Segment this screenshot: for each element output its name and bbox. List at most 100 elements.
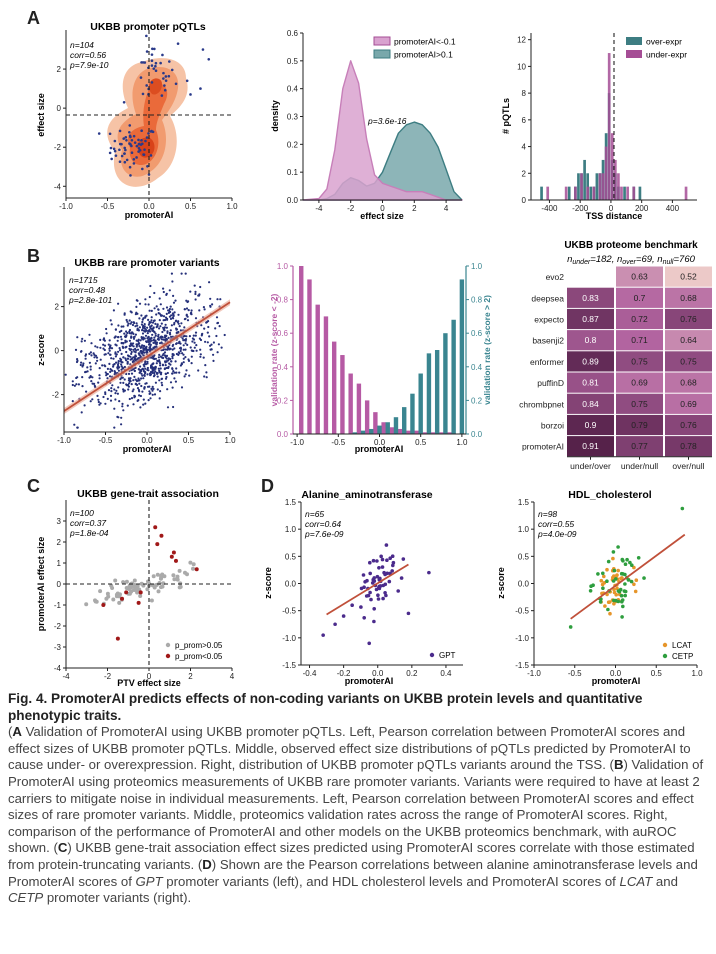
gpt-point xyxy=(371,558,376,563)
variant-point xyxy=(146,373,149,376)
gene-point-ns xyxy=(117,600,122,605)
variant-point xyxy=(183,308,186,311)
variant-point xyxy=(162,338,165,341)
gene-point-ns xyxy=(121,580,126,585)
variant-point xyxy=(88,376,91,379)
y-tick-label: 0.5 xyxy=(518,552,530,561)
y-tick-label: 1.5 xyxy=(285,498,297,507)
lcat-point xyxy=(611,556,615,561)
variant-point xyxy=(107,352,110,355)
variant-point xyxy=(190,355,193,358)
variant-point xyxy=(193,341,196,344)
variant-point xyxy=(74,348,78,351)
y-tick-label: -1.0 xyxy=(515,634,529,643)
variant-point xyxy=(175,371,178,374)
variant-point xyxy=(215,316,219,319)
variant-point xyxy=(92,352,95,355)
variant-point xyxy=(140,372,143,375)
cetp-point xyxy=(616,545,620,549)
y-tick-label: 0.1 xyxy=(287,168,299,177)
pqtl-point xyxy=(113,139,117,143)
variant-point xyxy=(147,399,150,402)
pqtl-point xyxy=(137,146,141,150)
benchmark-cell-value: 0.68 xyxy=(680,293,697,303)
chart-b1-xlabel: promoterAI xyxy=(123,444,172,454)
variant-point xyxy=(212,359,215,362)
pqtl-point xyxy=(164,75,168,78)
variant-point xyxy=(119,349,122,352)
pqtl-point xyxy=(185,79,189,83)
pqtl-point xyxy=(160,94,164,97)
cetp-point xyxy=(616,599,621,604)
variant-point xyxy=(116,392,119,395)
variant-point xyxy=(184,373,187,376)
pqtl-point xyxy=(113,149,117,153)
gpt-point xyxy=(361,573,366,577)
variant-point xyxy=(160,338,163,341)
gene-point-sig xyxy=(138,590,143,595)
pqtl-point xyxy=(153,47,156,51)
variant-point xyxy=(105,372,108,376)
benchmark-cell-value: 0.84 xyxy=(582,399,599,409)
variant-point xyxy=(170,324,173,327)
variant-point xyxy=(181,337,184,340)
variant-point xyxy=(142,369,145,373)
variant-point xyxy=(108,349,111,352)
y-tick-label: 1.0 xyxy=(285,525,297,534)
chart-a3-ticks: -400 -200 0 200 400 0 2 4 6 8 10 12 xyxy=(517,36,680,213)
pqtl-point xyxy=(167,74,171,78)
variant-point xyxy=(105,332,108,335)
pqtl-point xyxy=(122,100,126,104)
caption-title: Fig. 4. PromoterAI predicts effects of n… xyxy=(8,691,643,723)
gene-point-ns xyxy=(94,599,99,604)
y-tick-label: 2 xyxy=(57,65,62,74)
caption-text-a: Validation of PromoterAI using UKBB prom… xyxy=(8,724,691,773)
variant-point xyxy=(89,400,92,403)
variant-point xyxy=(219,298,222,301)
chart-c1-legend-sig: p_prom<0.05 xyxy=(175,652,223,661)
variant-point xyxy=(117,416,120,419)
gene-point-ns xyxy=(132,578,137,583)
benchmark-cell xyxy=(567,330,614,351)
pqtl-point xyxy=(162,77,165,80)
variant-point xyxy=(175,367,178,370)
variant-point xyxy=(120,342,123,345)
variant-point xyxy=(148,330,152,333)
variant-point xyxy=(126,357,130,360)
variant-point xyxy=(121,345,124,348)
variant-point xyxy=(115,353,118,356)
variant-point xyxy=(151,393,154,396)
variant-point xyxy=(140,314,143,317)
gene-point-ns xyxy=(151,574,156,579)
variant-point xyxy=(142,403,145,406)
variant-point xyxy=(134,383,137,386)
variant-point xyxy=(126,331,129,335)
y-tick-label: 0.0 xyxy=(518,580,530,589)
variant-point xyxy=(177,313,180,316)
variant-point xyxy=(194,290,197,293)
variant-point xyxy=(153,319,156,322)
variant-point xyxy=(124,341,127,344)
pqtl-point xyxy=(199,87,202,90)
variant-point xyxy=(168,315,171,318)
variant-point xyxy=(115,361,118,364)
variant-point xyxy=(81,376,84,379)
validation-bar-under xyxy=(397,428,403,434)
benchmark-cell xyxy=(616,266,663,287)
variant-point xyxy=(154,322,157,325)
pqtl-point xyxy=(124,148,127,152)
variant-point xyxy=(142,377,145,380)
variant-point xyxy=(114,392,117,395)
variant-point xyxy=(159,303,162,306)
pqtl-point xyxy=(114,154,118,157)
variant-point xyxy=(194,331,198,334)
lcat-point xyxy=(616,568,620,573)
tss-bar-over xyxy=(623,186,626,200)
variant-point xyxy=(89,368,92,371)
chart-a1-pqtl-scatter: UKBB promoter pQTLs -1.0 -0.5 0.0 0.5 1.0-4-… xyxy=(36,21,238,220)
x-tick-label: 0.0 xyxy=(143,202,155,211)
pqtl-point xyxy=(159,61,162,65)
gpt-point xyxy=(362,585,366,589)
chart-d1-fit xyxy=(326,563,409,616)
variant-point xyxy=(128,382,131,385)
